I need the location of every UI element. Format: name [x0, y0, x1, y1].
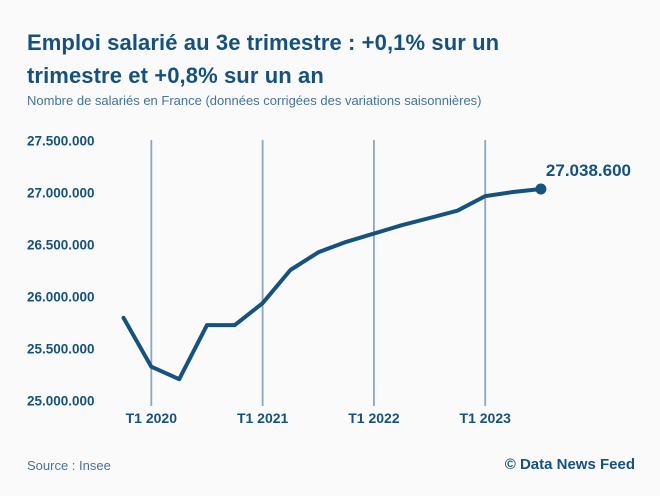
page-title: Emploi salarié au 3e trimestre : +0,1% s… [27, 30, 500, 88]
brand-credit: © Data News Feed [504, 456, 635, 473]
employment-line-chart: 27.500.000 27.000.000 26.500.000 26.000.000… [27, 134, 631, 427]
employment-line [121, 187, 543, 382]
y-axis-label: 27.000.000 [27, 186, 95, 201]
x-axis-label: T1 2020 [126, 410, 178, 426]
end-value-label: 27.038.600 [546, 161, 631, 180]
y-axis-label: 27.500.000 [27, 134, 95, 149]
end-point-dot [535, 183, 547, 195]
y-axis-label: 26.500.000 [27, 238, 95, 253]
x-axis-label: T1 2021 [237, 410, 289, 426]
y-axis-label: 25.000.000 [27, 394, 95, 409]
x-axis-label: T1 2022 [348, 410, 400, 426]
x-axis-label: T1 2023 [460, 410, 512, 426]
y-axis-label: 26.000.000 [27, 290, 95, 305]
source-label: Source : Insee [27, 458, 111, 473]
y-axis-label: 25.500.000 [27, 342, 95, 357]
chart-subtitle: Nombre de salariés en France (données co… [27, 93, 482, 108]
